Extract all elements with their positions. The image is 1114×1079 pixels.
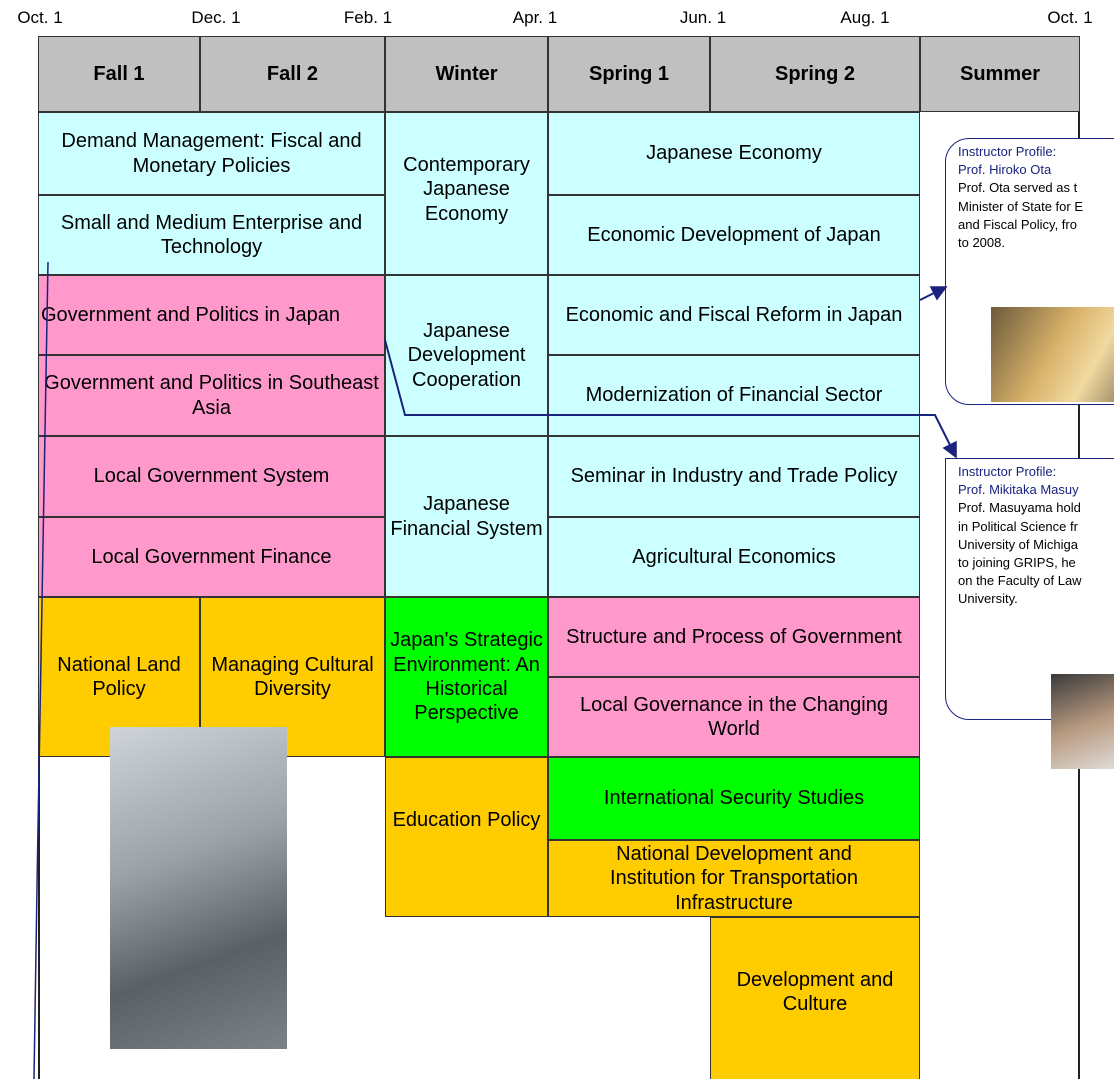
term-header: Fall 2 (200, 36, 385, 112)
course: Local Governance in the Changing World (548, 677, 920, 757)
timeline-label: Oct. 1 (1047, 8, 1093, 27)
course: Agricultural Economics (548, 517, 920, 597)
timeline-label: Jun. 1 (679, 8, 727, 27)
profile-name: Prof. Hiroko Ota (958, 162, 1052, 178)
course: Japanese Financial System (385, 436, 548, 597)
timeline-label: Aug. 1 (840, 8, 890, 27)
profile-name: Prof. Mikitaka Masuy (958, 482, 1079, 498)
course: Economic Development of Japan (548, 195, 920, 275)
profile-text: to 2008. (958, 234, 1005, 250)
timeline-label: Oct. 1 (17, 8, 63, 27)
course: Demand Management: Fiscal and Monetary P… (38, 112, 385, 195)
term-header: Spring 1 (548, 36, 710, 112)
course: Structure and Process of Government (548, 597, 920, 677)
instructor-photo (1051, 674, 1114, 769)
profile-text: Minister of State for E (958, 198, 1083, 214)
course: Government and Politics in Japan (38, 275, 385, 355)
timeline-label: Dec. 1 (191, 8, 241, 27)
instructor-photo (991, 307, 1114, 402)
instructor-profile: Instructor Profile: Prof. Hiroko Ota Pro… (945, 138, 1114, 405)
term-header: Winter (385, 36, 548, 112)
timeline-label: Apr. 1 (512, 8, 558, 27)
course: Contemporary Japanese Economy (385, 112, 548, 275)
course: Managing Cultural Diversity (200, 597, 385, 757)
profile-text: University of Michiga (958, 536, 1078, 552)
timeline-label: Feb. 1 (343, 8, 393, 27)
term-header: Spring 2 (710, 36, 920, 112)
classroom-photo (110, 727, 287, 1049)
profile-text: on the Faculty of Law (958, 573, 1082, 589)
profile-text: Prof. Ota served as t (958, 180, 1078, 196)
term-header: Fall 1 (38, 36, 200, 112)
course: Government and Politics in Southeast Asi… (38, 355, 385, 436)
course: Japanese Economy (548, 112, 920, 195)
profile-text: and Fiscal Policy, fro (958, 216, 1077, 232)
course: Economic and Fiscal Reform in Japan (548, 275, 920, 355)
profile-text: Prof. Masuyama hold (958, 500, 1081, 516)
profile-heading: Instructor Profile: (958, 464, 1057, 479)
course: Small and Medium Enterprise and Technolo… (38, 195, 385, 275)
course: Japanese Development Cooperation (385, 275, 548, 436)
term-header: Summer (920, 36, 1080, 112)
course: Development and Culture (710, 917, 920, 1079)
course: Modernization of Financial Sector (548, 355, 920, 436)
course: National Development and Institution for… (548, 840, 920, 917)
course: Local Government System (38, 436, 385, 517)
profile-heading: Instructor Profile: (958, 144, 1057, 159)
profile-text: in Political Science fr (958, 518, 1078, 534)
course: Seminar in Industry and Trade Policy (548, 436, 920, 517)
course: Education Policy (385, 757, 548, 917)
profile-text: to joining GRIPS, he (958, 554, 1076, 570)
instructor-profile: Instructor Profile: Prof. Mikitaka Masuy… (945, 458, 1114, 769)
profile-text: University. (958, 591, 1018, 607)
course: Local Government Finance (38, 517, 385, 597)
course: International Security Studies (548, 757, 920, 840)
course: Japan's Strategic Environment: An Histor… (385, 597, 548, 757)
